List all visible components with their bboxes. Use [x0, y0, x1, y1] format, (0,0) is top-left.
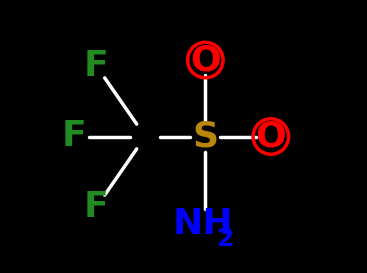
- Text: NH: NH: [172, 207, 233, 241]
- Text: F: F: [84, 191, 109, 224]
- Text: O: O: [255, 120, 286, 153]
- Text: S: S: [192, 120, 218, 153]
- Text: F: F: [62, 120, 87, 153]
- Text: F: F: [84, 49, 109, 82]
- Text: O: O: [190, 43, 221, 77]
- Text: 2: 2: [217, 227, 235, 251]
